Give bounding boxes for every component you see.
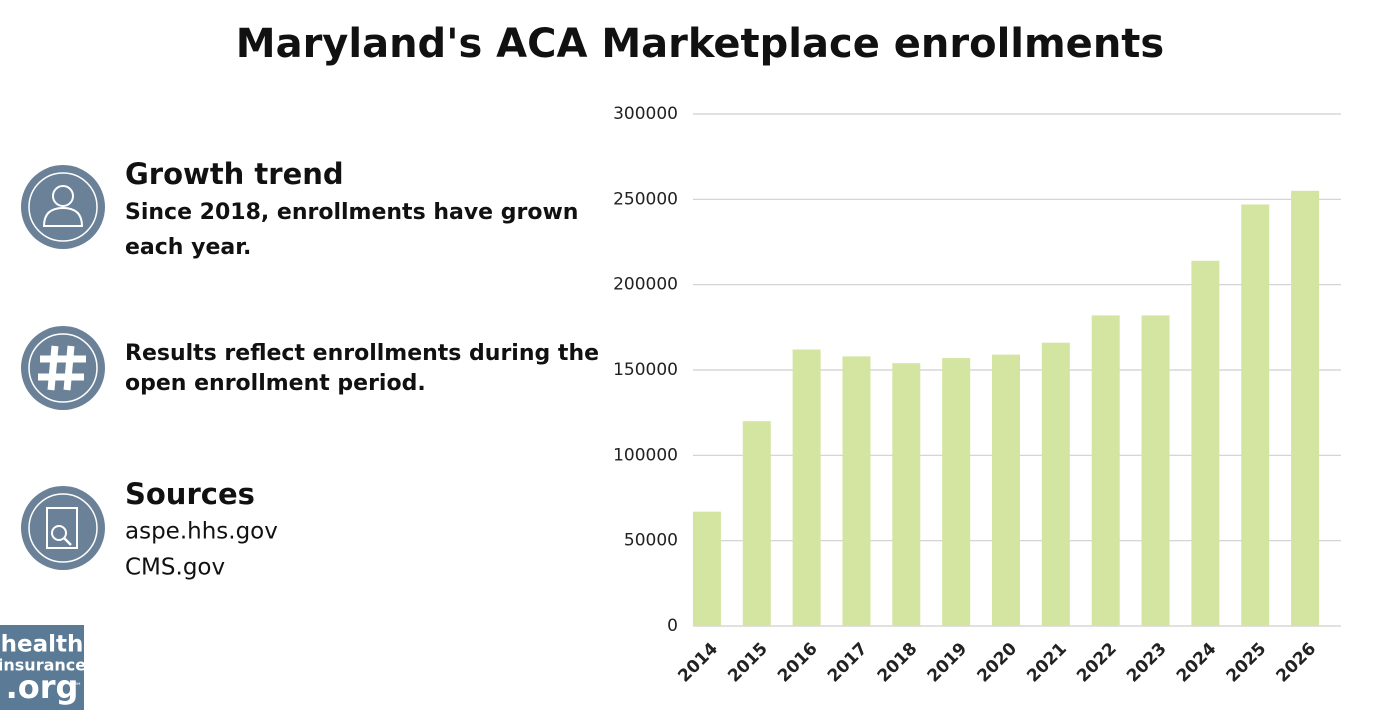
- x-tick-label: 2018: [874, 639, 922, 687]
- bar: [1191, 260, 1220, 626]
- logo-text: health: [1, 632, 84, 658]
- x-tick-label: 2016: [774, 639, 822, 687]
- x-tick-label: 2015: [724, 639, 772, 687]
- bar: [1141, 315, 1170, 626]
- bar: [1241, 204, 1270, 626]
- bar: [892, 363, 921, 626]
- y-tick-label: 150000: [613, 360, 678, 380]
- bar: [692, 511, 721, 626]
- section-heading: Sources: [125, 477, 255, 511]
- y-tick-label: 0: [667, 616, 678, 636]
- x-tick-label: 2026: [1273, 639, 1321, 687]
- x-tick-label: 2025: [1223, 639, 1271, 687]
- bar: [842, 356, 871, 626]
- y-tick-label: 200000: [613, 275, 678, 295]
- chart-title: Maryland's ACA Marketplace enrollments: [236, 21, 1164, 67]
- section-text: open enrollment period.: [125, 371, 426, 396]
- y-tick-label: 300000: [613, 104, 678, 124]
- section-text: CMS.gov: [125, 555, 225, 581]
- logo: [0, 625, 84, 710]
- x-tick-label: 2021: [1023, 639, 1071, 687]
- icon-people: [21, 165, 105, 249]
- x-tick-label: 2020: [973, 639, 1021, 687]
- bar: [1091, 315, 1120, 626]
- logo-mark: ™: [74, 682, 82, 691]
- logo-text: insurance: [0, 656, 86, 675]
- bar: [792, 349, 821, 626]
- section-text: Since 2018, enrollments have grown: [125, 200, 578, 225]
- x-tick-label: 2014: [674, 639, 722, 687]
- y-tick-label: 50000: [624, 531, 678, 551]
- section-text: Results reflect enrollments during the: [125, 341, 599, 366]
- section-heading: Growth trend: [125, 157, 344, 191]
- icon-hashtag: [21, 326, 105, 410]
- bar: [1291, 190, 1320, 627]
- x-tick-label: 2022: [1073, 639, 1121, 687]
- bar: [1041, 342, 1070, 626]
- section-text: aspe.hhs.gov: [125, 519, 278, 545]
- x-tick-label: 2017: [824, 639, 872, 687]
- x-tick-label: 2023: [1123, 639, 1171, 687]
- logo-text: .org: [6, 668, 79, 706]
- bar: [742, 421, 771, 626]
- bar: [992, 354, 1020, 626]
- icon-document: [21, 486, 105, 570]
- x-tick-label: 2024: [1173, 639, 1221, 687]
- y-tick-label: 100000: [613, 445, 678, 465]
- x-tick-label: 2019: [924, 639, 972, 687]
- y-tick-label: 250000: [613, 189, 678, 209]
- section-text: each year.: [125, 235, 251, 260]
- bar: [942, 358, 971, 626]
